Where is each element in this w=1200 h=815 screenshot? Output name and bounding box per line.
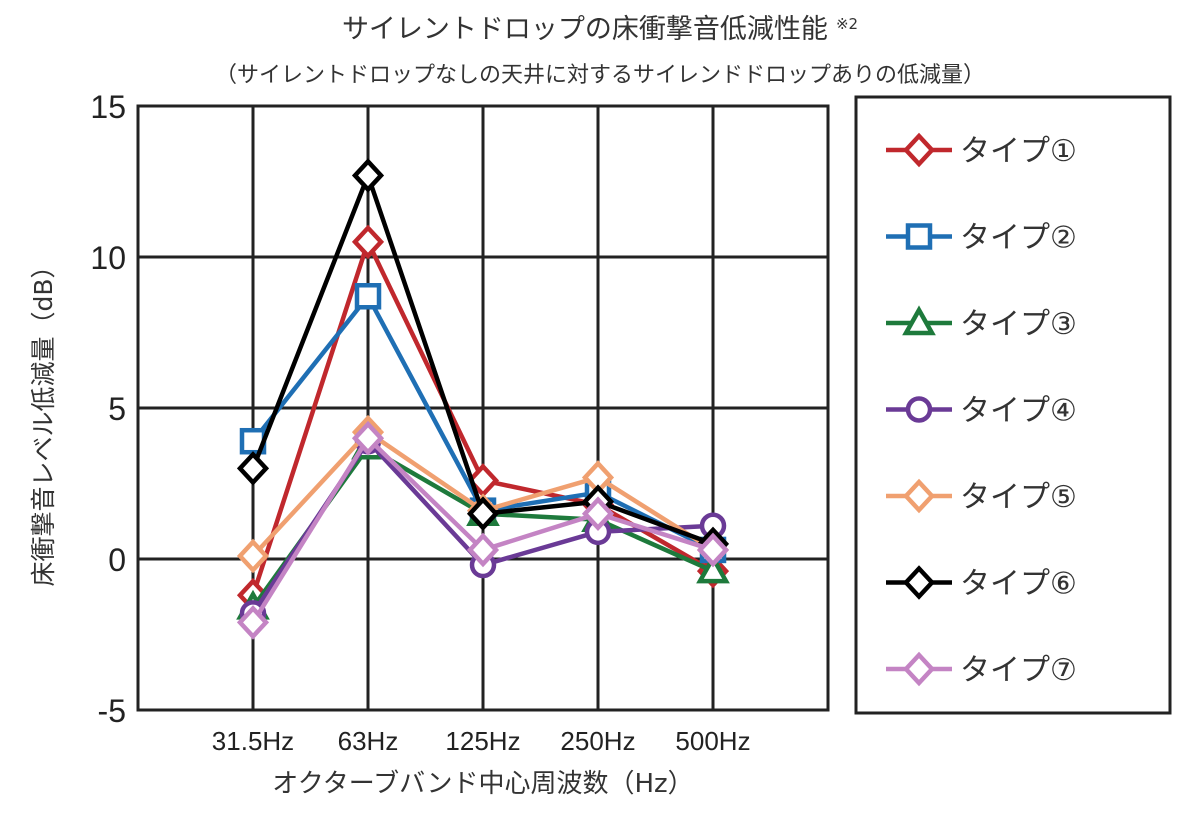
legend-item: タイプ⑤ xyxy=(886,478,1077,515)
legend-label: タイプ⑥ xyxy=(960,567,1077,602)
data-point xyxy=(466,496,500,532)
chart-title: サイレントドロップの床衝撃音低減性能 ※2 xyxy=(342,14,858,45)
legend-items: タイプ① タイプ② タイプ③ タイプ④ タイプ⑤ タイプ⑥ タイプ⑦ xyxy=(886,132,1077,688)
legend-marker xyxy=(902,565,936,600)
x-tick-label: 250Hz xyxy=(560,726,635,756)
legend-item: タイプ② xyxy=(886,221,1077,256)
data-point xyxy=(696,553,730,584)
legend-item: タイプ③ xyxy=(886,305,1077,342)
data-point xyxy=(236,605,270,640)
chart-title-main: サイレントドロップの床衝撃音低減性能 xyxy=(342,14,828,45)
x-tick-label: 500Hz xyxy=(675,726,750,756)
chart-title-note: ※2 xyxy=(836,15,858,33)
legend-label: タイプ⑤ xyxy=(960,480,1077,515)
legend-label: タイプ① xyxy=(960,134,1077,169)
legend-item: タイプ⑦ xyxy=(886,651,1077,688)
y-tick-label: 15 xyxy=(90,89,126,125)
series-6 xyxy=(236,158,730,562)
x-tick-label: 63Hz xyxy=(338,726,399,756)
chart-subtitle: （サイレントドロップなしの天井に対するサイレンドドロップありの低減量） xyxy=(215,63,985,88)
x-axis-label: オクターブバンド中心周波数（Hz） xyxy=(272,769,693,799)
legend-item: タイプ⑥ xyxy=(886,565,1077,602)
data-point xyxy=(466,532,500,568)
data-point xyxy=(236,451,270,486)
data-point xyxy=(351,158,385,193)
legend-item: タイプ④ xyxy=(886,394,1077,429)
y-axis-tick-labels: -5 0 5 10 15 xyxy=(90,89,126,729)
x-gridlines xyxy=(251,106,715,710)
legend-marker xyxy=(902,478,936,514)
legend-label: タイプ② xyxy=(960,221,1077,256)
legend: タイプ① タイプ② タイプ③ タイプ④ タイプ⑤ タイプ⑥ タイプ⑦ xyxy=(854,95,1172,715)
legend-marker xyxy=(905,396,933,423)
data-point xyxy=(581,496,615,532)
legend-label: タイプ⑦ xyxy=(960,653,1077,688)
y-tick-label: -5 xyxy=(98,693,126,729)
data-point xyxy=(351,224,385,260)
legend-marker xyxy=(902,305,936,336)
legend-marker xyxy=(902,651,936,687)
x-tick-label: 125Hz xyxy=(445,726,520,756)
x-axis-tick-labels: 31.5Hz 63Hz 125Hz 250Hz 500Hz xyxy=(212,726,751,756)
y-axis-label: 床衝撃音レベル低減量（dB） xyxy=(29,253,58,586)
data-point xyxy=(351,420,385,456)
series-lines xyxy=(236,158,730,640)
data-point xyxy=(696,532,730,568)
plot-area xyxy=(136,104,830,712)
legend-marker xyxy=(905,223,933,250)
y-tick-label: 0 xyxy=(108,542,126,578)
legend-label: タイプ④ xyxy=(960,394,1077,429)
data-point xyxy=(354,283,382,310)
series-7 xyxy=(236,420,730,640)
data-point xyxy=(236,538,270,574)
legend-item: タイプ① xyxy=(886,132,1077,169)
legend-label: タイプ③ xyxy=(960,307,1077,342)
y-tick-label: 10 xyxy=(90,240,126,276)
x-tick-label: 31.5Hz xyxy=(212,726,294,756)
legend-marker xyxy=(902,132,936,168)
y-tick-label: 5 xyxy=(108,391,126,427)
